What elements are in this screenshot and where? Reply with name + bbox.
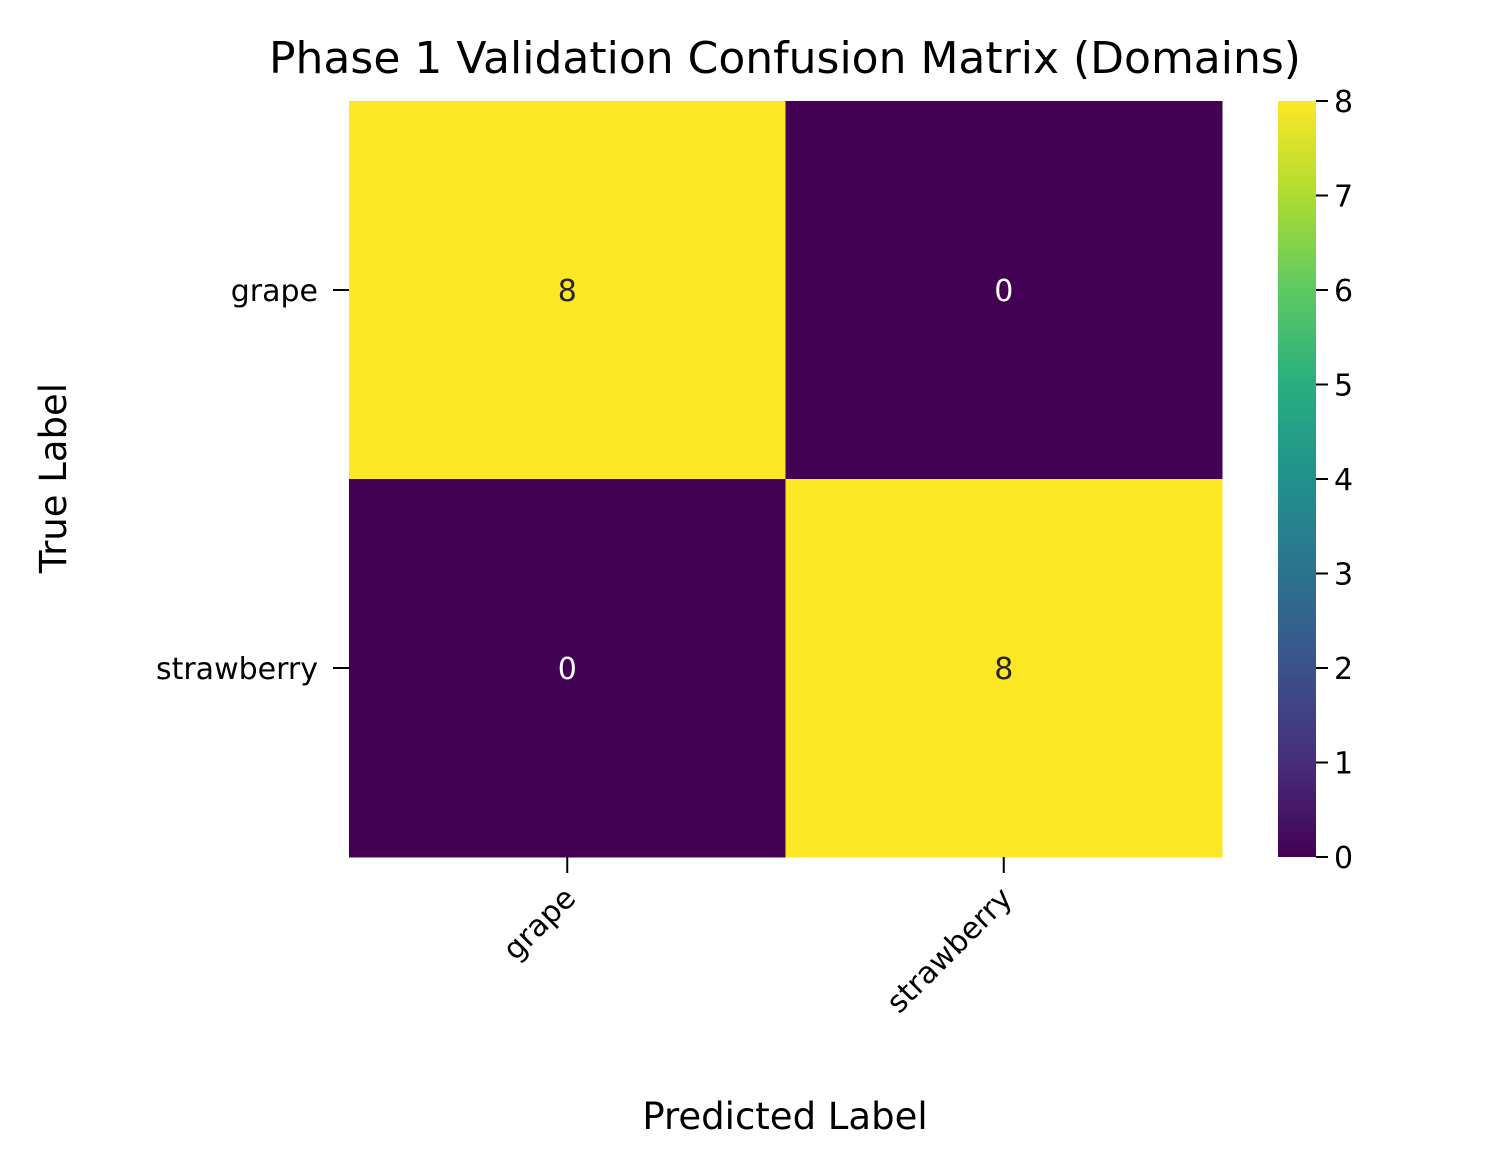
heatmap-cell: [349, 479, 786, 858]
cell-value-label: 8: [994, 652, 1013, 687]
y-tick-label: strawberry: [156, 652, 318, 687]
y-axis-label: True Label: [32, 383, 75, 574]
colorbar-tick-label: 1: [1334, 747, 1353, 782]
heatmap-cell-labels: 8 0 0 8: [558, 274, 1014, 687]
colorbar-tick-label: 8: [1334, 85, 1353, 120]
y-tick-label: grape: [231, 274, 318, 309]
y-axis-ticks: grape strawberry: [156, 274, 349, 687]
x-axis-label: Predicted Label: [642, 1095, 927, 1138]
colorbar: 0 1 2 3 4 5 6 7 8: [1278, 85, 1353, 876]
heatmap-cell: [785, 479, 1223, 858]
x-axis-ticks: grape strawberry: [496, 857, 1019, 1020]
colorbar-tick-label: 2: [1334, 652, 1353, 687]
colorbar-tick-label: 5: [1334, 369, 1353, 404]
x-tick-label: grape: [496, 881, 582, 967]
colorbar-tick-label: 0: [1334, 841, 1353, 876]
colorbar-tick-label: 3: [1334, 558, 1353, 593]
colorbar-ticks: 0 1 2 3 4 5 6 7 8: [1316, 85, 1353, 876]
colorbar-tick-label: 7: [1334, 180, 1353, 215]
cell-value-label: 8: [558, 274, 577, 309]
heatmap-cell: [349, 101, 786, 480]
colorbar-gradient: [1278, 101, 1316, 857]
cell-value-label: 0: [558, 652, 577, 687]
colorbar-tick-label: 6: [1334, 274, 1353, 309]
colorbar-tick-label: 4: [1334, 463, 1353, 498]
heatmap-cell: [785, 101, 1223, 480]
x-tick-label: strawberry: [880, 881, 1019, 1020]
cell-value-label: 0: [994, 274, 1013, 309]
heatmap-cells: [349, 101, 1223, 858]
chart-title: Phase 1 Validation Confusion Matrix (Dom…: [269, 33, 1301, 84]
